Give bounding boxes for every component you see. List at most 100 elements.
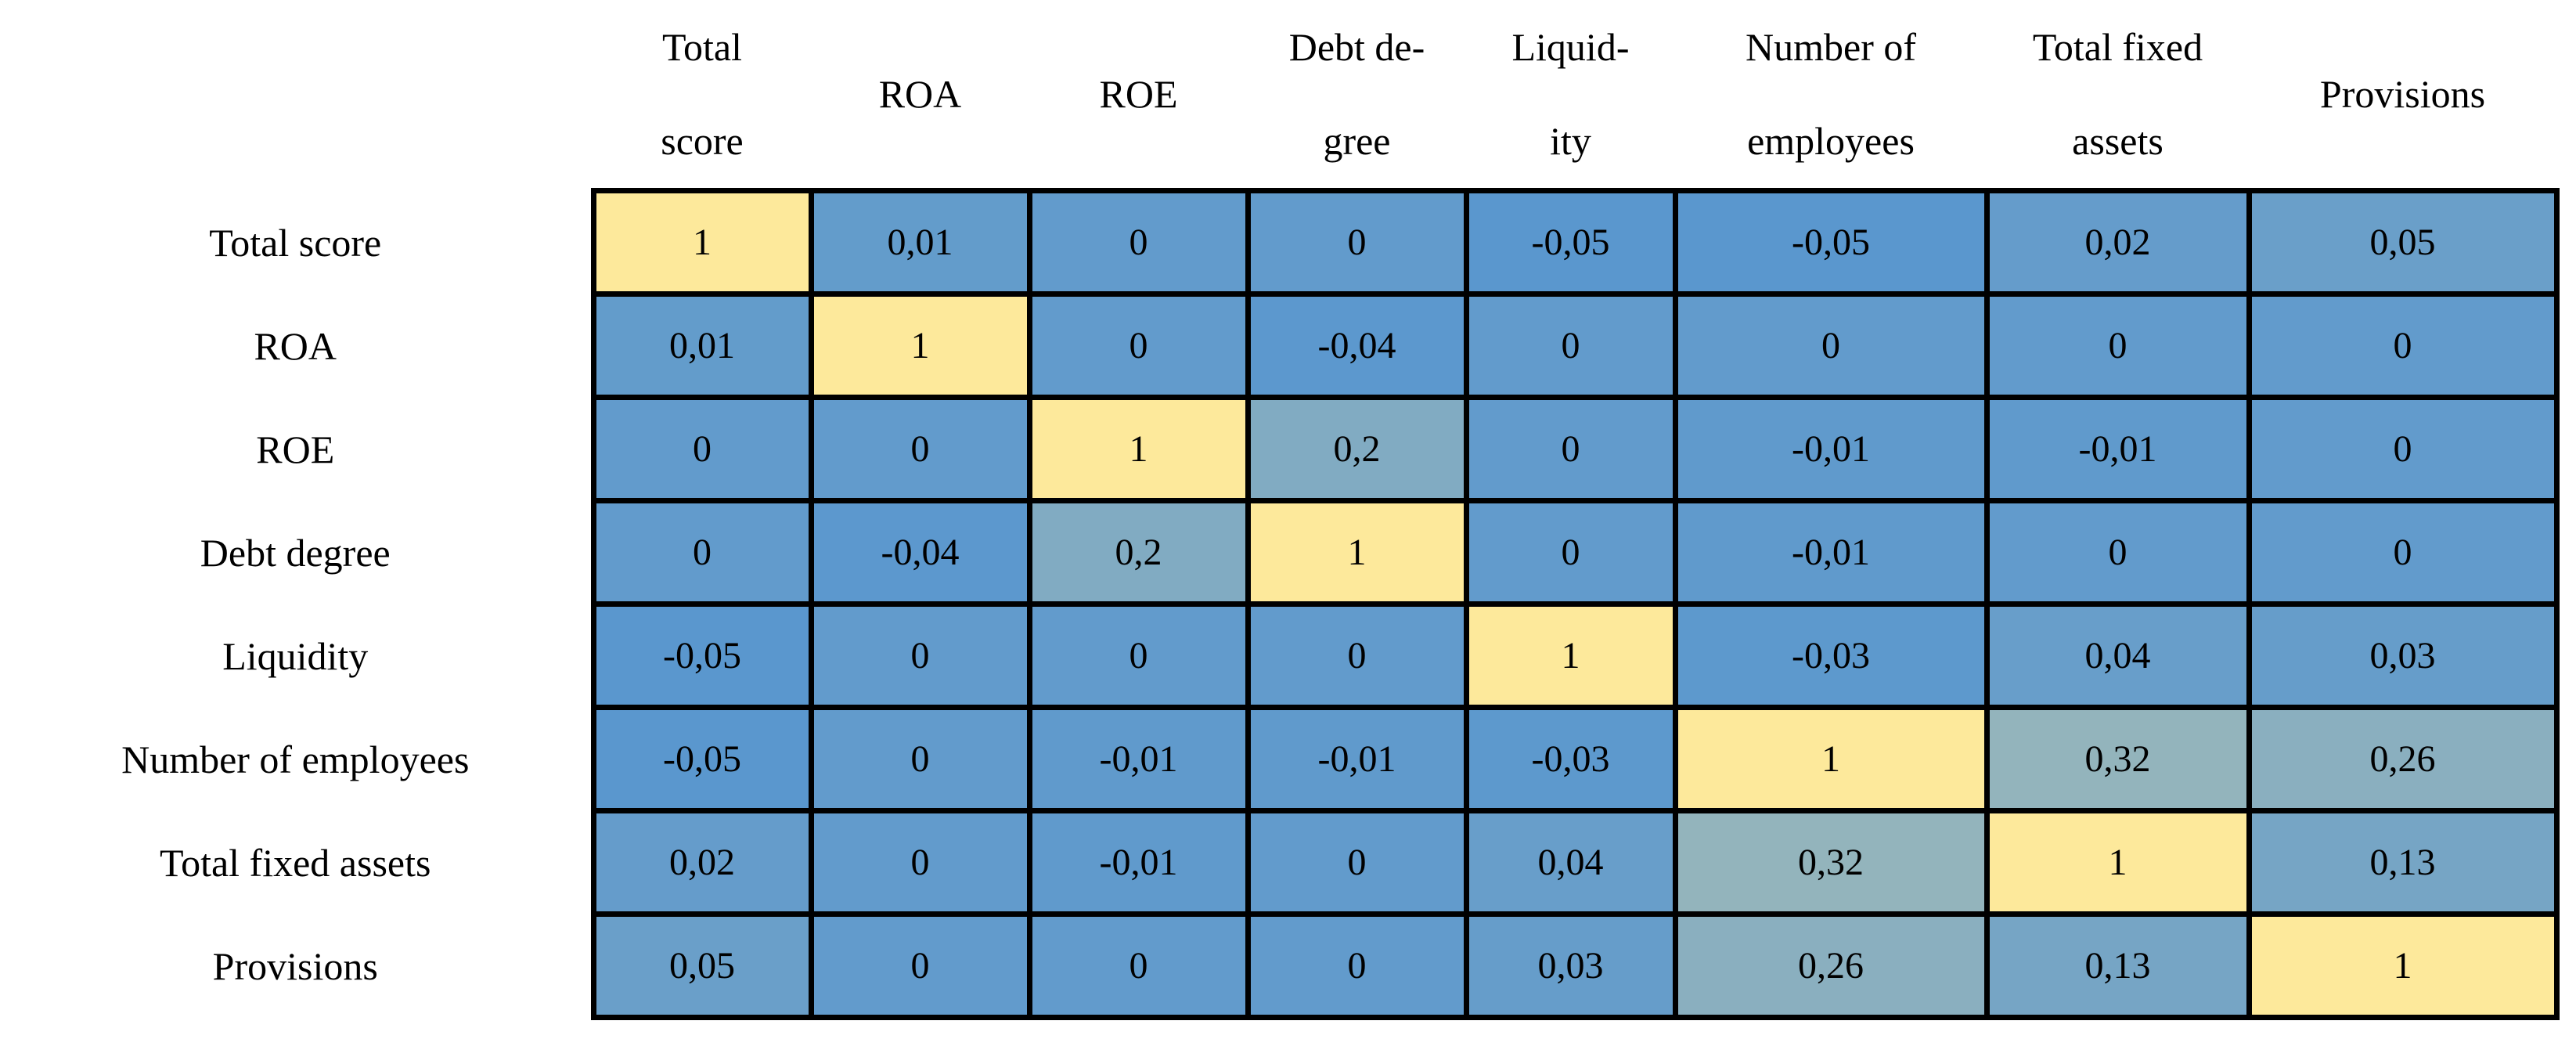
column-header-line: ROA (878, 72, 962, 116)
matrix-cell: 0 (808, 601, 1032, 710)
matrix-cell: 0 (1245, 808, 1469, 917)
matrix-cell: 1 (1026, 395, 1251, 503)
matrix-cell: 0,03 (1463, 911, 1678, 1020)
matrix-cell: 0 (2246, 291, 2560, 400)
corner-cell (0, 0, 593, 191)
matrix-cell: 0 (1672, 291, 1990, 400)
matrix-cell: 1 (590, 188, 814, 297)
column-header-line: Total (661, 25, 743, 69)
matrix-cell: -0,01 (1245, 705, 1469, 813)
matrix-cell: 0 (590, 498, 814, 607)
matrix-row: ROA 0,01 1 0 -0,04 0 0 0 0 (0, 291, 2560, 400)
matrix-cell: 0,03 (2246, 601, 2560, 710)
matrix-cell: 1 (1463, 601, 1678, 710)
matrix-row: Liquidity -0,05 0 0 0 1 -0,03 0,04 0,03 (0, 601, 2560, 710)
matrix-cell: 0,01 (590, 291, 814, 400)
matrix-cell: 0 (1245, 911, 1469, 1020)
matrix-cell: -0,01 (1026, 808, 1251, 917)
matrix-cell: 1 (1983, 808, 2252, 917)
row-label: Debt degree (200, 530, 391, 575)
matrix-cell: 0 (808, 911, 1032, 1020)
matrix-cell: 0,2 (1245, 395, 1469, 503)
matrix-cell: 0 (1026, 188, 1251, 297)
matrix-cell: 0,32 (1672, 808, 1990, 917)
column-header: Total fixed assets (1987, 0, 2249, 191)
matrix-cell: 0 (1463, 291, 1678, 400)
row-label: Total score (209, 220, 382, 265)
column-header-line: assets (2072, 119, 2163, 163)
matrix-cell: 0 (1245, 188, 1469, 297)
matrix-cell: 0 (1026, 911, 1251, 1020)
matrix-cell: 0 (1463, 498, 1678, 607)
matrix-cell: 1 (1672, 705, 1990, 813)
matrix-cell: 0,05 (590, 911, 814, 1020)
matrix-row: Total fixed assets 0,02 0 -0,01 0 0,04 0,32 1 0,… (0, 808, 2560, 917)
matrix-cell: -0,04 (808, 498, 1032, 607)
matrix-cell: -0,01 (1672, 498, 1990, 607)
column-header-line: gree (1323, 119, 1391, 163)
column-header-row: Total score ROA ROE Debt de-gree Liquid-ity Nu… (0, 0, 2556, 191)
matrix-cell: 0 (1026, 601, 1251, 710)
column-header-line: score (661, 119, 744, 163)
matrix-cell: 0 (2246, 395, 2560, 503)
column-header-line: Provisions (2319, 72, 2486, 116)
matrix-cell: 0 (1463, 395, 1678, 503)
matrix-row: ROE 0 0 1 0,2 0 -0,01 -0,01 0 (0, 395, 2560, 503)
matrix-cell: 0 (590, 395, 814, 503)
column-header: Liquid-ity (1466, 0, 1675, 191)
row-label: Total fixed assets (160, 840, 431, 885)
matrix-cell: -0,03 (1463, 705, 1678, 813)
matrix-cell: 1 (808, 291, 1032, 400)
matrix-cell: -0,01 (1672, 395, 1990, 503)
matrix-cell: 0,02 (1983, 188, 2252, 297)
matrix-cell: 0,05 (2246, 188, 2560, 297)
row-label: Provisions (212, 943, 378, 988)
column-header-line: Debt de- (1288, 25, 1425, 69)
matrix-cell: 0 (1983, 498, 2252, 607)
column-header: Number of employees (1675, 0, 1987, 191)
matrix-cell: -0,01 (1026, 705, 1251, 813)
column-header-line: ity (1550, 119, 1591, 163)
column-header: ROE (1029, 0, 1248, 191)
matrix-cell: 0,2 (1026, 498, 1251, 607)
matrix-cell: -0,05 (590, 601, 814, 710)
matrix-row: Provisions 0,05 0 0 0 0,03 0,26 0,13 1 (0, 911, 2560, 1020)
matrix-cell: -0,03 (1672, 601, 1990, 710)
column-header: ROA (811, 0, 1029, 191)
matrix-cell: 1 (2246, 911, 2560, 1020)
matrix-cell: 0 (808, 808, 1032, 917)
matrix-cell: -0,01 (1983, 395, 2252, 503)
matrix-row: Number of employees -0,05 0 -0,01 -0,01 -0,03… (0, 705, 2560, 813)
matrix-cell: -0,04 (1245, 291, 1469, 400)
matrix-cell: -0,05 (1463, 188, 1678, 297)
matrix-cell: 0,04 (1983, 601, 2252, 710)
matrix-cell: 1 (1245, 498, 1469, 607)
row-label: ROA (254, 323, 337, 368)
row-label: Liquidity (222, 633, 369, 678)
matrix-cell: 0,32 (1983, 705, 2252, 813)
matrix-cell: 0 (1983, 291, 2252, 400)
matrix-row: Debt degree 0 -0,04 0,2 1 0 -0,01 0 0 (0, 498, 2560, 607)
matrix-cell: 0,13 (2246, 808, 2560, 917)
matrix-cell: 0 (1245, 601, 1469, 710)
column-header: Total score (593, 0, 811, 191)
matrix-cell: 0,26 (2246, 705, 2560, 813)
matrix-cell: 0 (808, 395, 1032, 503)
column-header-line: ROE (1099, 72, 1178, 116)
matrix-cell: 0,13 (1983, 911, 2252, 1020)
column-header-line: employees (1747, 119, 1915, 163)
matrix-cell: 0 (1026, 291, 1251, 400)
matrix-cell: -0,05 (590, 705, 814, 813)
matrix-cell: 0,02 (590, 808, 814, 917)
matrix-body: Total score ROA ROE Debt de-gree Liquid-ity Nu… (0, 0, 2560, 1020)
column-header-line: Total fixed (2032, 25, 2203, 69)
matrix-cell: 0 (808, 705, 1032, 813)
row-label: Number of employees (121, 737, 470, 781)
matrix-cell: 0,04 (1463, 808, 1678, 917)
column-header-line: Number of (1746, 25, 1916, 69)
matrix-row: Total score 1 0,01 0 0 -0,05 -0,05 0,02 0,05 (0, 188, 2560, 297)
column-header: Provisions (2249, 0, 2556, 191)
correlation-matrix-table: Total score ROA ROE Debt de-gree Liquid-ity Nu… (0, 0, 2560, 1020)
matrix-cell: 0,26 (1672, 911, 1990, 1020)
